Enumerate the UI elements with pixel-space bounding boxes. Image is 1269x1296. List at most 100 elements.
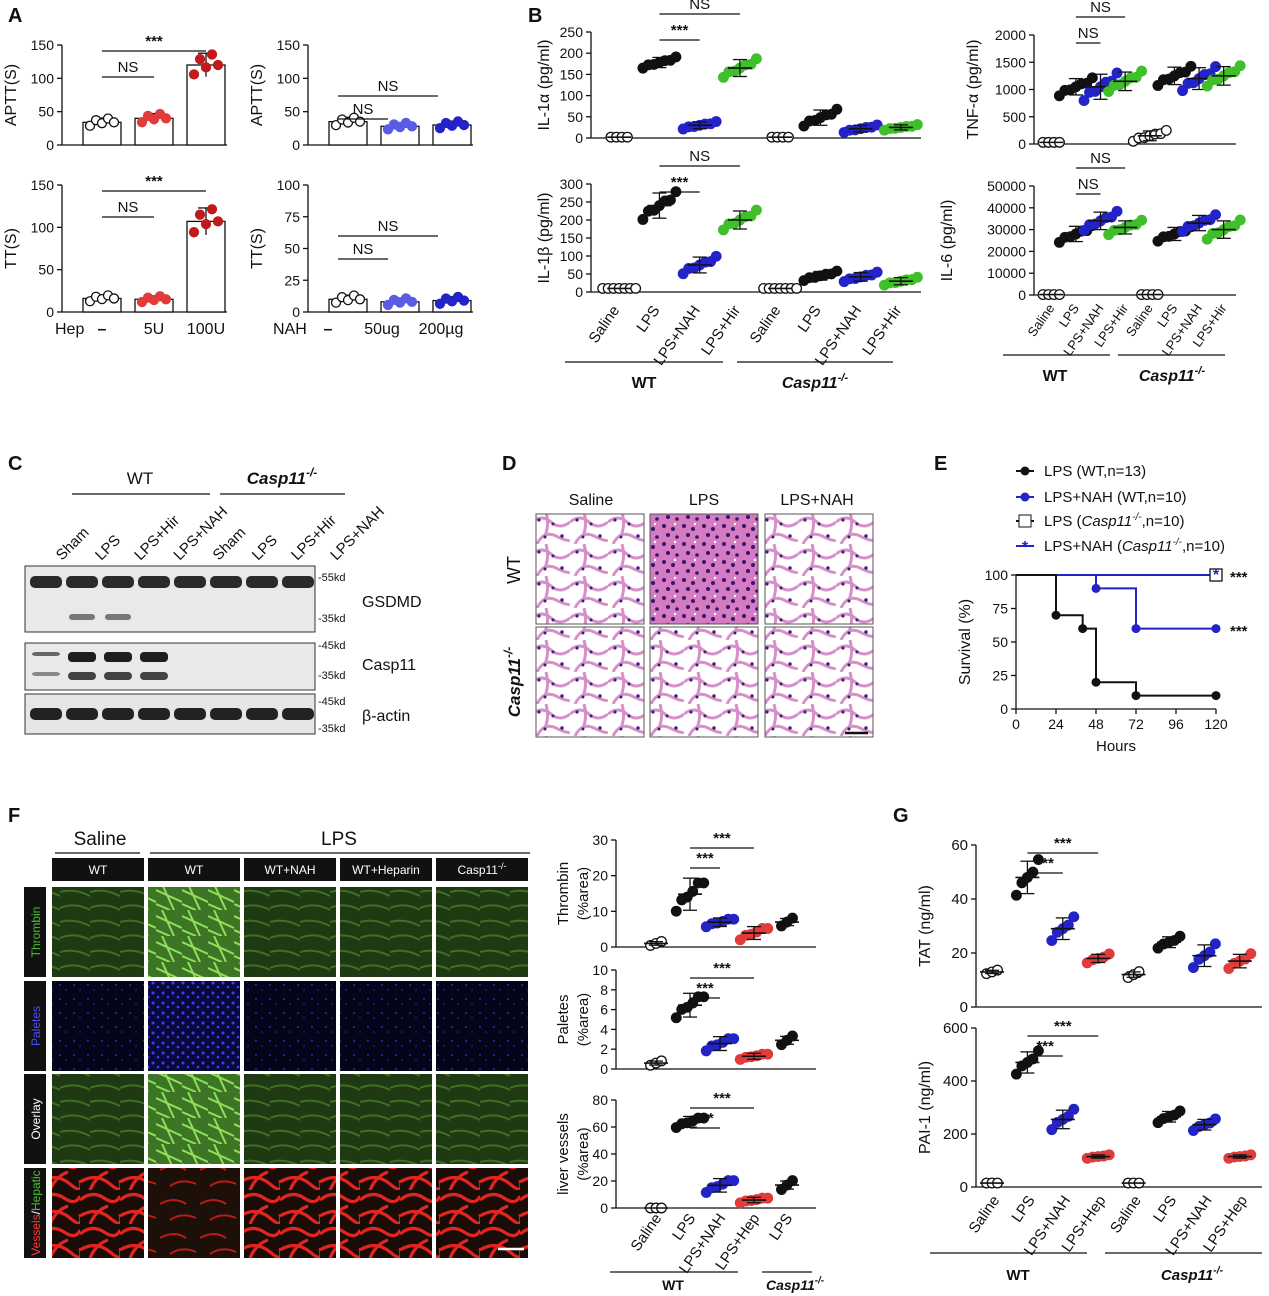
panel-f-vessels-sig-outer-label: *** xyxy=(713,1090,731,1107)
panel-b-il6-point xyxy=(1234,214,1246,226)
panel-a-plot-3-point xyxy=(188,227,200,238)
panel-a-plot-1-point xyxy=(212,59,224,71)
panel-f-thrombin-y-tick-label: 20 xyxy=(592,868,608,884)
panel-c-wt-label: WT xyxy=(127,469,153,488)
panel-g-casp-label: Casp11-/- xyxy=(1161,1264,1224,1284)
panel-c-casp11-band xyxy=(32,652,60,656)
panel-a-hep-5u: 5U xyxy=(144,321,164,338)
panel-a-plot-4-point xyxy=(458,295,470,306)
panel-c-actin-band xyxy=(102,708,134,720)
panel-a-nah-50: 50ug xyxy=(364,321,400,338)
panel-b-il1b-point xyxy=(637,214,649,225)
panel-e-sig-2: *** xyxy=(1230,623,1248,640)
panel-a-hep-100u: 100U xyxy=(187,321,225,338)
panel-b-il1b-point xyxy=(750,204,762,216)
panel-e-marker-nah xyxy=(1211,624,1221,634)
panel-letter-a: A xyxy=(8,5,22,27)
panel-c-gsdmd-band xyxy=(246,576,278,588)
panel-b-x-label: LPS xyxy=(633,303,663,336)
panel-f-if-image xyxy=(340,981,432,1071)
panel-letter-c: C xyxy=(8,453,22,475)
panel-b-il6-sig-inner-label: NS xyxy=(1078,176,1099,193)
panel-f-lps-label: LPS xyxy=(321,829,357,850)
panel-f-if-image xyxy=(436,887,528,977)
panel-c-size-marker: -35kd xyxy=(318,670,346,682)
panel-c-actin-band xyxy=(30,708,62,720)
panel-f-casp-label: Casp11-/- xyxy=(766,1276,824,1293)
panel-b-tnf-point xyxy=(1086,72,1098,84)
panel-d-histology-image xyxy=(535,626,645,738)
panel-a-plot-1-point xyxy=(188,69,200,80)
panel-b-il1b-point xyxy=(710,250,722,262)
panel-e-y-tick-label: 0 xyxy=(1000,701,1008,717)
panel-b-tnf-y-tick-label: 2000 xyxy=(995,27,1026,43)
panel-b-il1a-point xyxy=(871,119,883,131)
panel-e-x-tick-label: 96 xyxy=(1168,716,1184,732)
panel-b-tnf-point xyxy=(1177,85,1188,97)
panel-e-marker-wt xyxy=(1091,677,1101,687)
panel-b-x-label: LPS+Hir xyxy=(698,303,744,359)
panel-c-casp11-label: Casp11 xyxy=(362,657,416,674)
panel-g-tat-sig-outer-label: *** xyxy=(1054,835,1072,852)
panel-d-histology-image xyxy=(535,513,645,625)
panel-f-if-image xyxy=(340,887,432,977)
panel-b-il1b-y-tick-label: 150 xyxy=(560,230,584,246)
panel-f-wt-label: WT xyxy=(662,1277,684,1293)
panel-c-actin-band xyxy=(210,708,242,720)
panel-f-paletes-y-tick-label: 4 xyxy=(600,1021,608,1037)
panel-f-if-image xyxy=(148,887,240,977)
panel-g-x-label: Saline xyxy=(1107,1193,1145,1237)
panel-b-il1a-y-tick-label: 250 xyxy=(560,24,584,40)
panel-g-tat-point xyxy=(1062,919,1074,931)
panel-f-vessels-y-tick-label: 80 xyxy=(592,1092,608,1108)
panel-a-plot-2-ns-outer-label: NS xyxy=(378,78,399,95)
panel-f-col-header xyxy=(244,858,336,881)
panel-f-x-label: Saline xyxy=(627,1211,665,1255)
panel-f-row-header xyxy=(24,981,46,1071)
panel-e-x-tick-label: 72 xyxy=(1128,716,1144,732)
panel-f-if-image xyxy=(436,1074,528,1164)
panel-b-il6-y-tick-label: 20000 xyxy=(987,243,1026,259)
panel-f-if-image xyxy=(148,1074,240,1164)
panel-b-il1b-point xyxy=(831,265,843,277)
panel-f-paletes-y-label: Paletes xyxy=(555,994,572,1044)
panel-b-wt-label-r: WT xyxy=(1043,368,1068,385)
panel-c-size-marker: -35kd xyxy=(318,613,346,625)
panel-c-casp11-band-low xyxy=(104,672,132,680)
panel-e-marker-casp-nah: * xyxy=(1213,567,1220,584)
panel-b-tnf-y-label: TNF-α (pg/ml) xyxy=(965,40,982,140)
panel-g-pai-y-tick-label: 0 xyxy=(960,1179,968,1196)
panel-f-thrombin-y-tick-label: 10 xyxy=(592,903,608,919)
panel-c-casp11-band xyxy=(68,652,96,662)
panel-a-plot-2-y-tick-label: 150 xyxy=(277,37,301,53)
panel-a-plot-4-ns-inner-label: NS xyxy=(353,241,374,258)
panel-e-legend-marker xyxy=(1020,492,1030,502)
panel-c-size-marker: -35kd xyxy=(318,723,346,735)
panel-g-tat-sig-inner-label: *** xyxy=(1036,855,1054,872)
panel-f-row-overlay: Overlay xyxy=(29,1098,43,1139)
panel-a-nah-ctrl: – xyxy=(324,321,333,338)
panel-e-y-label: Survival (%) xyxy=(957,599,974,685)
panel-c-lane-label: LPS xyxy=(92,532,124,564)
panel-c-casp11-band-low xyxy=(68,672,96,680)
panel-b-il1a-y-tick-label: 200 xyxy=(560,45,584,61)
panel-letter-d: D xyxy=(502,453,516,475)
panel-b-tnf-ns-outer-label: NS xyxy=(1090,0,1111,16)
panel-b-il1b-y-tick-label: 300 xyxy=(560,176,584,192)
panel-g-pai-sig-inner-label: *** xyxy=(1036,1038,1054,1055)
panel-a-plot-3-y-tick-label: 100 xyxy=(31,219,55,235)
panel-f-paletes-point xyxy=(698,991,710,1003)
panel-b-il6-ns-outer-label: NS xyxy=(1090,150,1111,167)
panel-b-il6-y-tick-label: 50000 xyxy=(987,178,1026,194)
panel-a-plot-1-y-label: APTT(S) xyxy=(3,64,20,126)
panel-b-il6-point xyxy=(1136,214,1148,226)
panel-a-plot-2-y-label: APTT(S) xyxy=(249,64,266,126)
panel-a-plot-4-y-tick-label: 50 xyxy=(284,241,300,257)
panel-f-col-header xyxy=(340,858,432,881)
panel-g-wt-label: WT xyxy=(1006,1267,1029,1284)
panel-b-il1a-y-tick-label: 50 xyxy=(567,109,583,125)
panel-e-legend-marker xyxy=(1020,466,1030,476)
panel-b-x-label: Saline xyxy=(747,303,785,347)
panel-g-tat-point xyxy=(1174,930,1186,942)
